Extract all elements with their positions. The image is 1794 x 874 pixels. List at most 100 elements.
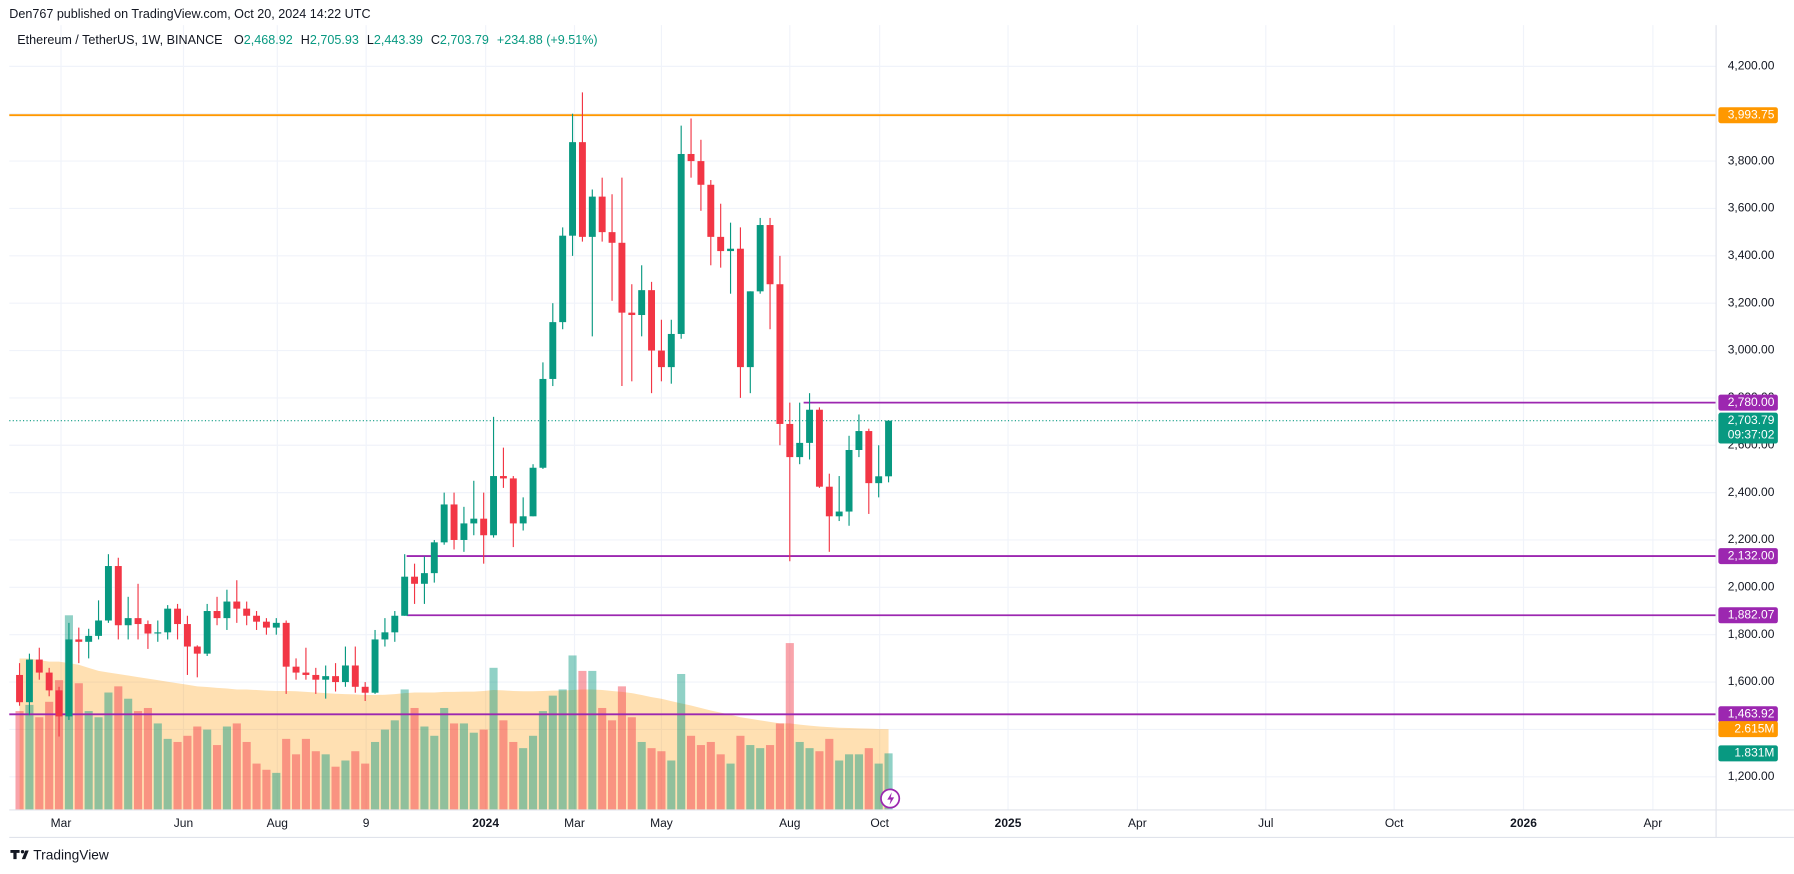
volume-bar	[578, 670, 587, 810]
volume-bar	[519, 748, 528, 810]
volume-bar	[351, 751, 360, 810]
volume-bar	[84, 711, 93, 810]
x-tick-label: Aug	[779, 816, 800, 830]
volume-bar	[687, 735, 696, 810]
candle-body	[272, 622, 280, 628]
candle-body	[559, 235, 567, 323]
candle-body	[440, 504, 448, 543]
candle-body	[707, 184, 715, 237]
volume-bar	[45, 701, 54, 810]
volume-bar	[54, 680, 64, 810]
volume-bar	[529, 735, 538, 810]
candle-body	[114, 566, 122, 626]
volume-bar	[124, 698, 133, 810]
volume-bar	[696, 745, 705, 810]
volume-bar	[548, 695, 557, 810]
volume-bar	[232, 723, 241, 810]
volume-bar	[854, 754, 863, 810]
price-line-label: 2,132.00	[1728, 548, 1775, 562]
y-tick-label: 3,200.00	[1728, 295, 1775, 309]
candle-body	[529, 467, 537, 517]
volume-bar	[252, 763, 261, 810]
ohlc-key: L	[367, 34, 374, 48]
volume-bar	[509, 741, 518, 810]
candle-body	[628, 312, 636, 316]
volume-bar	[716, 754, 725, 810]
ohlc-key: C	[431, 34, 440, 48]
volume-bar	[608, 720, 617, 810]
volume-bar	[647, 748, 656, 810]
candle-body	[401, 576, 409, 616]
volume-bar	[884, 753, 893, 810]
candle-body	[796, 442, 804, 458]
candle-body	[75, 639, 83, 642]
candle-body	[183, 624, 191, 647]
candle-body	[815, 409, 823, 487]
candle-body	[203, 611, 211, 654]
ohlc-value: 2,443.39	[374, 34, 423, 48]
candle-body	[885, 420, 893, 477]
volume-bar	[874, 763, 883, 810]
volume-bar	[538, 711, 547, 810]
volume-bar	[677, 673, 686, 810]
ohlc-value: 2,705.93	[310, 34, 359, 48]
price-line-label: 1,463.92	[1728, 706, 1775, 720]
candle-body	[332, 676, 340, 683]
candle-body	[361, 686, 369, 693]
candle-body	[16, 674, 23, 703]
candle-body	[687, 153, 695, 162]
volume-ma-label-box	[1718, 721, 1778, 738]
candle-body	[292, 666, 300, 673]
candle-body	[262, 621, 270, 628]
candle-body	[243, 608, 251, 616]
x-tick-label: Aug	[267, 816, 288, 830]
volume-bar	[756, 748, 765, 810]
volume-bar	[104, 692, 113, 810]
y-tick-label: 3,600.00	[1728, 201, 1775, 215]
volume-label: 1.831M	[1734, 746, 1774, 760]
volume-bar	[627, 717, 636, 810]
y-tick-label: 2,200.00	[1728, 532, 1775, 546]
volume-bar	[282, 738, 291, 810]
candle-body	[223, 601, 231, 619]
x-tick-label: 9	[363, 816, 370, 830]
published-note: Den767 published on TradingView.com, Oct…	[9, 7, 370, 21]
candle-body	[95, 620, 102, 636]
price-line-label-box	[1718, 394, 1778, 411]
candle-body	[420, 573, 428, 584]
volume-bar	[400, 689, 409, 810]
candle-body	[233, 601, 241, 609]
candle-body	[697, 161, 705, 185]
volume-bar	[785, 643, 794, 810]
volume-bar	[449, 723, 459, 810]
candle-body	[193, 646, 201, 654]
candle-body	[174, 608, 182, 625]
volume-bar	[193, 726, 202, 810]
volume-bar	[341, 760, 350, 810]
candle-body	[786, 423, 794, 458]
volume-bar	[489, 667, 498, 810]
candle-body	[608, 232, 616, 243]
candle-body	[430, 542, 438, 574]
candle-body	[549, 322, 557, 379]
volume-bar	[845, 754, 854, 810]
volume-bar	[94, 717, 103, 810]
candle-body	[638, 290, 646, 316]
candle-body	[470, 518, 478, 524]
candle-body	[144, 624, 152, 634]
ohlc-value: 2,468.92	[244, 34, 293, 48]
candle-body	[411, 576, 419, 584]
x-tick-label: Oct	[870, 816, 889, 830]
volume-bar	[212, 745, 222, 810]
symbol-name: Ethereum / TetherUS, 1W, BINANCE	[17, 34, 222, 48]
candle-body	[825, 486, 833, 517]
candle-body	[657, 350, 665, 368]
x-tick-label: Mar	[51, 816, 72, 830]
x-tick-label: Oct	[1385, 816, 1404, 830]
volume-bar	[459, 723, 468, 810]
candle-body	[539, 378, 547, 468]
volume-bar	[143, 707, 152, 810]
volume-bar	[25, 704, 34, 810]
candle-body	[736, 248, 744, 368]
